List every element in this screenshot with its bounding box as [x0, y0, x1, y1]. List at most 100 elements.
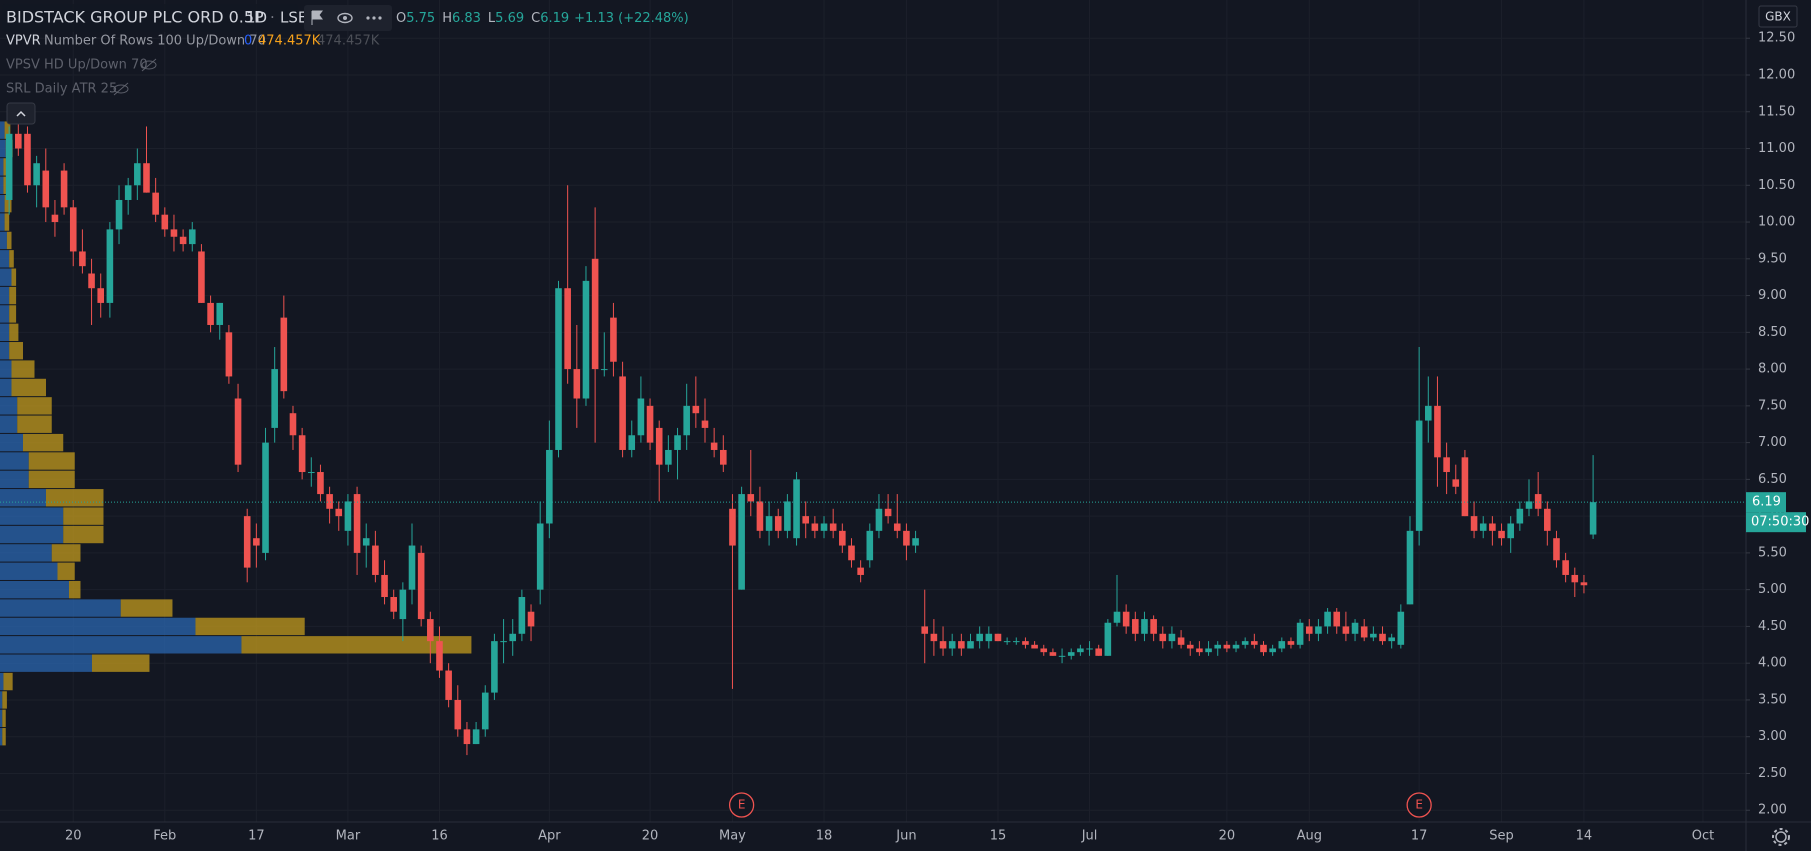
candle-body	[967, 641, 974, 649]
vp-up	[0, 691, 3, 709]
hidden-icon[interactable]	[113, 82, 129, 96]
candle-body	[1141, 619, 1148, 634]
candle-body	[994, 633, 1002, 642]
vp-down	[2, 709, 6, 728]
y-tick-label: 11.00	[1758, 141, 1795, 156]
candle-body	[683, 405, 690, 436]
candle-body	[1095, 648, 1102, 656]
candle-body	[463, 729, 471, 745]
vp-up	[0, 452, 29, 470]
y-tick-label: 12.50	[1758, 31, 1795, 46]
candle-body	[1333, 611, 1341, 627]
flag-button[interactable]	[311, 10, 323, 25]
currency-box[interactable]	[1758, 5, 1798, 28]
candle-body	[454, 699, 462, 730]
candle-body	[436, 641, 443, 671]
candle-body	[152, 192, 159, 215]
vp-down	[63, 507, 104, 525]
candle-body	[1470, 516, 1478, 531]
candle-body	[1223, 644, 1231, 649]
candle-body	[518, 597, 526, 634]
candle-body	[893, 523, 901, 531]
vp-up	[0, 599, 121, 617]
vp-up	[0, 268, 12, 286]
candle-body	[619, 376, 626, 450]
vp-up	[0, 305, 10, 323]
candle-body	[738, 494, 745, 590]
event-marker	[1406, 792, 1432, 818]
more-button[interactable]	[366, 16, 382, 20]
settings-button[interactable]	[1772, 828, 1790, 846]
y-tick-label: 6.50	[1758, 472, 1787, 487]
candle-body	[637, 398, 645, 436]
vp-down	[4, 194, 12, 213]
candle-body	[1324, 611, 1331, 627]
vp-down	[11, 268, 17, 286]
candle-body	[1544, 508, 1551, 531]
candle-body	[97, 288, 105, 303]
currency: GBX	[1765, 10, 1791, 24]
vp-up	[0, 544, 52, 562]
event-label: E	[738, 798, 746, 812]
x-tick-label: Jul	[1081, 829, 1098, 844]
candle-body	[930, 633, 938, 642]
candle-body	[610, 317, 617, 362]
vp-down	[4, 121, 11, 139]
ohlc-readout: O5.75 H6.83 L5.69 C6.19 +1.13 (+22.48%)	[396, 11, 689, 26]
candle-body	[188, 229, 196, 245]
collapse-button[interactable]	[6, 102, 36, 125]
axes: 2.002.503.003.504.004.505.005.506.006.50…	[65, 31, 1809, 844]
candle-body	[417, 552, 425, 620]
candle-body	[921, 626, 929, 634]
vp-up	[0, 489, 46, 507]
candle-body	[170, 229, 178, 237]
indicator-params: Number Of Rows 100 Up/Down 70	[44, 34, 266, 49]
candle-body	[774, 516, 782, 531]
candle-body	[262, 442, 269, 553]
candle-body	[948, 641, 956, 649]
vp-up	[0, 709, 3, 728]
candle-body	[1315, 626, 1322, 634]
candle-body	[1278, 641, 1286, 649]
hidden-icon[interactable]	[141, 58, 157, 72]
candle-body	[1058, 655, 1066, 657]
vp-down	[6, 231, 12, 250]
candle-body	[939, 641, 947, 649]
candle-body	[1205, 648, 1212, 653]
vp-down	[17, 415, 52, 433]
candle-body	[573, 369, 581, 399]
eye-button[interactable]	[337, 12, 353, 24]
candle-body	[958, 641, 965, 649]
candle-body	[1168, 633, 1176, 642]
ohlc-part: 6.19	[540, 11, 569, 26]
candle-body	[784, 501, 791, 531]
candles	[0, 119, 1746, 756]
y-tick-label: 4.00	[1758, 656, 1787, 671]
vp-down	[2, 691, 7, 709]
candle-body	[106, 229, 114, 303]
y-tick-label: 8.50	[1758, 325, 1787, 340]
candle-body	[5, 133, 13, 200]
candle-body	[1196, 648, 1203, 653]
candle-body	[1452, 479, 1460, 487]
countdown-tag	[1746, 512, 1806, 533]
header-bg	[2, 4, 298, 32]
candle-body	[481, 692, 489, 730]
candle-body	[903, 530, 910, 546]
separator: ·	[270, 9, 275, 27]
candle-body	[390, 597, 397, 612]
candle-body	[747, 494, 755, 502]
vp-up	[0, 231, 7, 250]
candle-body	[555, 288, 562, 450]
interval[interactable]: 1D	[246, 9, 267, 27]
candle-body	[628, 435, 636, 450]
x-tick-label: Mar	[336, 829, 361, 844]
candle-body	[710, 442, 718, 450]
vp-up	[0, 158, 4, 176]
candle-body	[591, 258, 599, 370]
candle-body	[280, 317, 288, 392]
y-tick-label: 9.00	[1758, 288, 1787, 303]
candle-body	[720, 449, 727, 465]
ohlc-part: L	[488, 11, 496, 26]
candle-body	[1077, 648, 1084, 653]
